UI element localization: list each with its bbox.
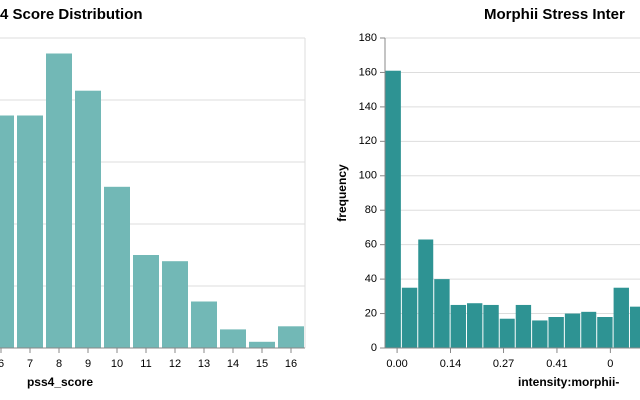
bar bbox=[581, 311, 597, 348]
x-tick-label: 8 bbox=[56, 358, 62, 370]
y-tick-label: 120 bbox=[359, 135, 377, 147]
bar bbox=[532, 320, 548, 348]
bar bbox=[548, 317, 564, 348]
bar bbox=[613, 287, 629, 348]
y-tick-label: 60 bbox=[365, 239, 377, 251]
y-axis-title: frequency bbox=[335, 164, 349, 222]
bar bbox=[401, 287, 418, 348]
x-tick-label: 13 bbox=[198, 358, 210, 370]
bars bbox=[385, 70, 640, 348]
x-tick-label: 16 bbox=[285, 358, 297, 370]
bar bbox=[191, 301, 217, 348]
x-tick-label: 0 bbox=[607, 358, 613, 370]
x-tick-label: 0.00 bbox=[386, 358, 407, 370]
x-tick-label: 7 bbox=[27, 358, 33, 370]
x-tick-label: 15 bbox=[256, 358, 268, 370]
y-tick-label: 40 bbox=[365, 273, 377, 285]
bar bbox=[564, 313, 581, 348]
bar bbox=[220, 329, 246, 348]
bar bbox=[75, 90, 101, 348]
x-tick-label: 0.14 bbox=[440, 358, 461, 370]
x-axis-title: intensity:morphii- bbox=[518, 375, 619, 389]
bar bbox=[133, 255, 159, 348]
bar bbox=[499, 318, 515, 348]
x-tick-label: 11 bbox=[140, 358, 151, 370]
y-tick-label: 100 bbox=[359, 170, 377, 182]
bar bbox=[104, 186, 130, 348]
x-tick-label: 0.27 bbox=[493, 358, 514, 370]
x-tick-label: 9 bbox=[85, 358, 91, 370]
bar bbox=[466, 303, 483, 348]
bar bbox=[0, 115, 14, 348]
bar bbox=[162, 261, 188, 348]
y-tick-label: 140 bbox=[359, 101, 377, 113]
left-chart: 6 7 8 9 10 11 12 13 14 15 16 4 Score Distribution ps… bbox=[0, 6, 306, 389]
chart-title: 4 Score Distribution bbox=[0, 6, 143, 23]
y-tick-label: 180 bbox=[359, 32, 377, 44]
bar bbox=[483, 304, 499, 348]
y-tick-label: 0 bbox=[371, 342, 377, 354]
chart-title: Morphii Stress Inter bbox=[484, 6, 625, 23]
bar bbox=[515, 304, 532, 348]
x-tick-label: 6 bbox=[0, 358, 4, 370]
bar bbox=[278, 326, 304, 348]
y-tick-label: 80 bbox=[365, 204, 377, 216]
bar bbox=[17, 115, 43, 348]
bars bbox=[0, 53, 304, 348]
bar bbox=[629, 306, 640, 348]
x-tick-label: 14 bbox=[227, 358, 239, 370]
right-chart: 0 20 40 60 80 100 120 140 160 180 0.00 0.14 0.27 0.41… bbox=[335, 6, 640, 389]
bar bbox=[434, 279, 450, 348]
y-tick-label: 160 bbox=[359, 66, 377, 78]
y-tick-label: 20 bbox=[365, 307, 377, 319]
bar bbox=[46, 53, 72, 348]
bar bbox=[385, 70, 401, 348]
bar bbox=[597, 317, 613, 348]
bar bbox=[450, 304, 466, 348]
bar bbox=[418, 239, 434, 348]
x-tick-label: 12 bbox=[169, 358, 181, 370]
bar bbox=[249, 341, 275, 348]
x-axis-title: pss4_score bbox=[27, 375, 93, 389]
x-tick-label: 10 bbox=[111, 358, 123, 370]
x-tick-label: 0.41 bbox=[546, 358, 567, 370]
